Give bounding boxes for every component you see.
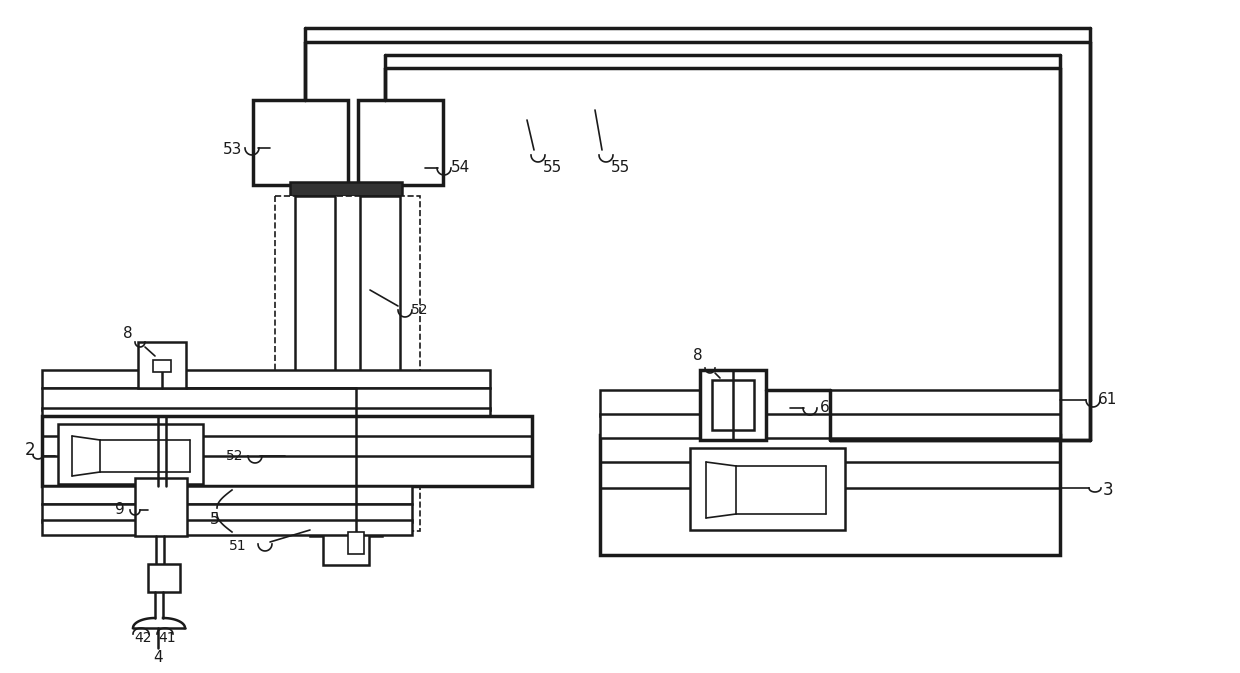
Bar — [712, 380, 754, 430]
Bar — [322, 530, 370, 565]
Text: 6: 6 — [820, 400, 830, 415]
Bar — [689, 448, 844, 530]
Bar — [42, 416, 532, 486]
Text: 8: 8 — [693, 349, 703, 363]
Text: 41: 41 — [159, 631, 176, 645]
Text: 9: 9 — [115, 503, 125, 518]
Bar — [701, 370, 766, 440]
Bar — [42, 370, 490, 388]
Bar — [253, 100, 348, 185]
Bar — [295, 196, 335, 491]
Bar — [42, 408, 490, 423]
Text: 8: 8 — [123, 326, 133, 341]
Bar — [42, 486, 412, 504]
Text: 54: 54 — [450, 160, 470, 176]
Text: 52: 52 — [226, 449, 244, 463]
Text: 4: 4 — [154, 651, 162, 666]
Bar — [600, 435, 1060, 555]
Bar — [290, 182, 402, 196]
Text: 53: 53 — [223, 143, 243, 157]
Text: 55: 55 — [542, 160, 562, 176]
Bar — [135, 478, 187, 536]
Bar — [153, 360, 171, 372]
Bar — [310, 486, 382, 536]
Bar — [600, 414, 1060, 438]
Text: 51: 51 — [229, 539, 247, 553]
Bar — [600, 390, 1060, 416]
Bar — [348, 532, 365, 554]
Text: 3: 3 — [1102, 481, 1114, 499]
Text: 42: 42 — [134, 631, 151, 645]
Bar — [148, 564, 180, 592]
Text: 55: 55 — [610, 160, 630, 176]
Bar — [138, 342, 186, 388]
Bar — [275, 196, 420, 531]
Text: 5: 5 — [211, 513, 219, 528]
Text: 52: 52 — [412, 303, 429, 317]
Bar — [360, 196, 401, 491]
Text: 2: 2 — [25, 441, 35, 459]
Bar — [58, 424, 203, 484]
Bar — [42, 388, 490, 410]
Text: 61: 61 — [1099, 392, 1117, 407]
Bar — [42, 520, 412, 535]
Bar — [42, 504, 412, 522]
Bar — [358, 100, 443, 185]
